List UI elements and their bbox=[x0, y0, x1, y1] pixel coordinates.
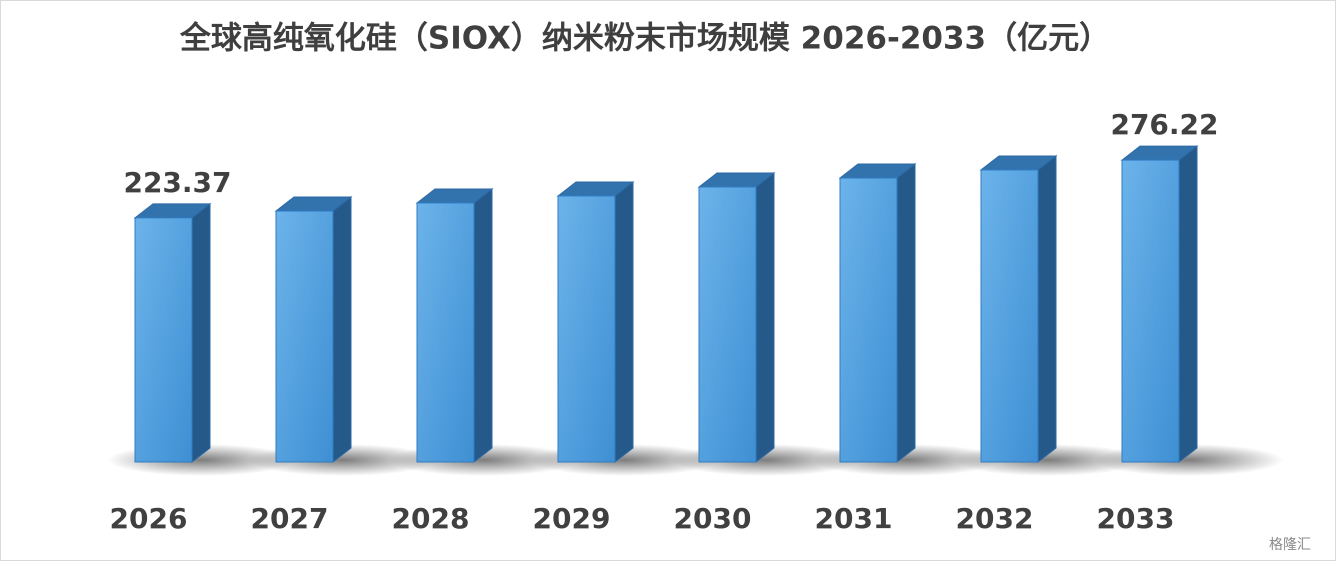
x-tick-label: 2031 bbox=[815, 502, 893, 535]
bar-front bbox=[275, 210, 334, 463]
x-tick-label: 2027 bbox=[251, 502, 329, 535]
bar-side bbox=[614, 180, 634, 464]
plot-area: 223.37 276.22 2026 2027 2028 2029 2030 2031 2032… bbox=[107, 108, 1284, 535]
bar-side bbox=[1178, 145, 1198, 464]
bar-side bbox=[1037, 154, 1057, 464]
x-tick-label: 2029 bbox=[533, 502, 611, 535]
x-tick-label: 2033 bbox=[1097, 502, 1175, 535]
x-tick-label: 2028 bbox=[392, 502, 470, 535]
bar bbox=[697, 171, 776, 464]
bar bbox=[838, 163, 917, 464]
bar bbox=[274, 196, 353, 464]
bar-front bbox=[1121, 159, 1180, 463]
bar bbox=[133, 202, 212, 464]
bar-front bbox=[698, 186, 757, 463]
bar-front bbox=[839, 177, 898, 463]
bar-front bbox=[980, 169, 1039, 463]
bar-side bbox=[191, 202, 211, 464]
bar-front bbox=[416, 202, 475, 463]
value-label: 276.22 bbox=[1110, 108, 1218, 141]
bar-side bbox=[473, 187, 493, 464]
bar bbox=[1120, 145, 1199, 464]
bar-side bbox=[755, 171, 775, 464]
bar-front bbox=[134, 217, 193, 463]
x-tick-label: 2032 bbox=[956, 502, 1034, 535]
x-tick-label: 2026 bbox=[110, 502, 188, 535]
bar bbox=[979, 154, 1058, 464]
chart-title: 全球高纯氧化硅（SIOX）纳米粉末市场规模 2026-2033（亿元） bbox=[179, 21, 1110, 57]
value-label: 223.37 bbox=[123, 166, 231, 199]
bar-side bbox=[332, 196, 352, 464]
x-tick-label: 2030 bbox=[674, 502, 752, 535]
bar bbox=[556, 180, 635, 464]
bar-front bbox=[557, 195, 616, 463]
bar bbox=[415, 187, 494, 464]
watermark: 格隆汇 bbox=[1269, 537, 1311, 553]
bar-side bbox=[896, 163, 916, 464]
